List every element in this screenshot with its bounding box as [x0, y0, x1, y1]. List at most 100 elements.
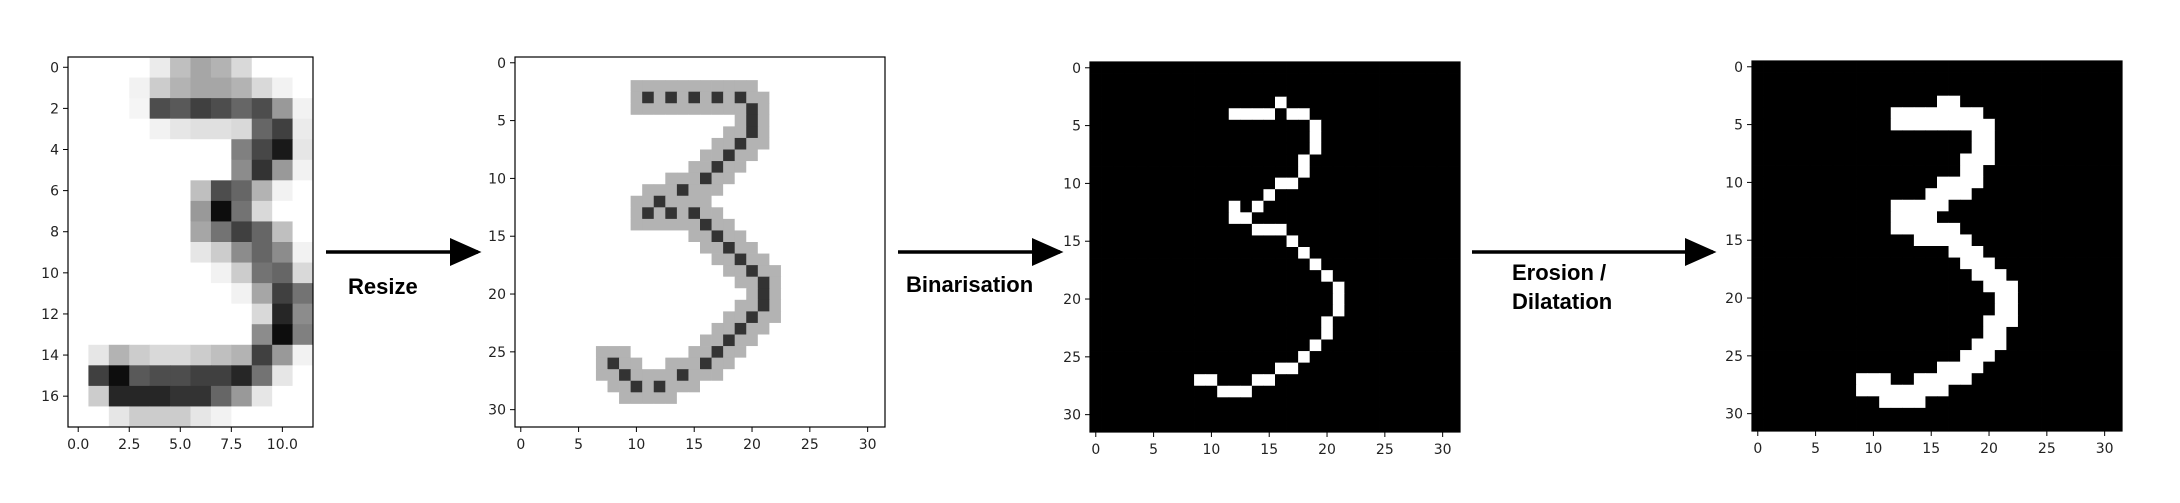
pixel	[1763, 292, 1776, 305]
pixel	[1821, 419, 1834, 432]
pixel	[1960, 188, 1973, 201]
pixel	[1159, 408, 1172, 421]
pixel	[1251, 142, 1264, 155]
pixel	[2075, 361, 2088, 374]
pixel	[1113, 177, 1126, 190]
pixel	[723, 184, 736, 197]
pixel	[676, 137, 689, 150]
pixel	[1101, 270, 1114, 283]
pixel	[2006, 315, 2019, 328]
pixel	[1390, 223, 1403, 236]
pixel	[231, 159, 253, 181]
pixel	[2052, 269, 2065, 282]
pixel	[1752, 141, 1764, 154]
pixel	[108, 242, 130, 263]
pixel	[515, 195, 527, 208]
pixel	[2075, 246, 2088, 258]
pixel	[815, 369, 828, 382]
pixel	[607, 161, 620, 174]
pixel	[838, 195, 851, 208]
pixel	[850, 265, 863, 278]
pixel	[1798, 246, 1811, 258]
pixel	[526, 334, 539, 347]
x-tick-label: 10	[627, 437, 645, 453]
pixel	[607, 103, 620, 116]
pixel	[1913, 269, 1926, 282]
pixel	[2087, 95, 2100, 108]
pixel	[210, 283, 232, 305]
pixel	[515, 369, 527, 382]
pixel	[2052, 257, 2065, 270]
pixel	[804, 380, 817, 393]
pixel	[1159, 96, 1172, 109]
pixel	[1205, 351, 1218, 364]
pixel	[1321, 258, 1334, 271]
pixel	[746, 253, 759, 266]
pixel	[572, 276, 585, 289]
pixel	[1832, 234, 1845, 247]
pixel	[1879, 61, 1892, 73]
pixel	[88, 200, 110, 222]
pixel	[676, 299, 689, 312]
pixel	[861, 184, 874, 197]
pixel	[1159, 119, 1172, 132]
pixel	[1332, 73, 1345, 86]
pixel	[1448, 247, 1461, 259]
pixel	[1228, 200, 1241, 213]
pixel	[2110, 72, 2123, 85]
pixel	[572, 392, 585, 405]
pixel	[688, 369, 701, 382]
pixel	[1309, 223, 1322, 236]
pixel	[2052, 338, 2065, 351]
pixel	[1763, 199, 1776, 212]
pixel	[711, 253, 724, 266]
pixel	[1309, 385, 1322, 398]
pixel	[1309, 270, 1322, 283]
pixel	[1367, 304, 1380, 317]
pixel	[607, 265, 620, 278]
pixel	[757, 415, 770, 428]
pixel	[804, 207, 817, 220]
pixel	[572, 311, 585, 324]
pixel	[1425, 166, 1438, 179]
pixel	[653, 253, 666, 266]
pixel	[2006, 303, 2019, 316]
pixel	[2052, 384, 2065, 397]
pixel	[1832, 165, 1845, 178]
pixel	[1170, 235, 1183, 248]
pixel	[630, 299, 643, 312]
pixel	[2017, 315, 2030, 328]
pixel	[1136, 131, 1149, 144]
pixel	[757, 380, 770, 393]
pixel	[1263, 293, 1276, 306]
pixel	[1228, 420, 1241, 433]
pixel	[642, 380, 655, 393]
pixel	[1344, 351, 1357, 364]
pixel	[1228, 235, 1241, 248]
pixel	[1194, 247, 1207, 259]
x-tick-label: 0	[516, 437, 525, 453]
pixel	[515, 346, 527, 359]
pixel	[630, 403, 643, 416]
pixel	[1090, 420, 1102, 433]
pixel	[1332, 258, 1345, 271]
pixel	[2087, 188, 2100, 201]
pixel	[561, 288, 574, 301]
pixel	[1390, 327, 1403, 340]
pixel	[642, 253, 655, 266]
pixel	[1890, 269, 1903, 282]
pixel	[2041, 407, 2054, 420]
pixel	[1309, 131, 1322, 144]
pixel	[711, 415, 724, 428]
pixel	[630, 322, 643, 335]
pixel	[584, 403, 597, 416]
pixel	[734, 218, 747, 231]
pixel	[630, 392, 643, 405]
pixel	[838, 415, 851, 428]
pixel	[1136, 73, 1149, 86]
pixel	[1763, 234, 1776, 247]
x-tick-label: 25	[2038, 441, 2056, 457]
y-tick-label: 15	[1725, 233, 1743, 249]
pixel	[861, 265, 874, 278]
pixel	[190, 303, 212, 325]
